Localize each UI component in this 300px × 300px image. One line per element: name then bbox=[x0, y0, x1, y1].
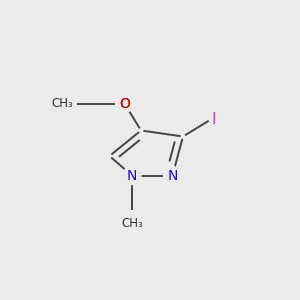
Circle shape bbox=[164, 167, 181, 184]
Text: O: O bbox=[119, 97, 130, 110]
Text: O: O bbox=[119, 97, 130, 110]
Circle shape bbox=[116, 94, 134, 112]
Text: CH₃: CH₃ bbox=[121, 217, 143, 230]
Text: CH₃: CH₃ bbox=[52, 97, 74, 110]
Circle shape bbox=[123, 167, 141, 184]
Text: N: N bbox=[127, 169, 137, 182]
Text: I: I bbox=[212, 112, 216, 128]
Text: N: N bbox=[167, 169, 178, 182]
